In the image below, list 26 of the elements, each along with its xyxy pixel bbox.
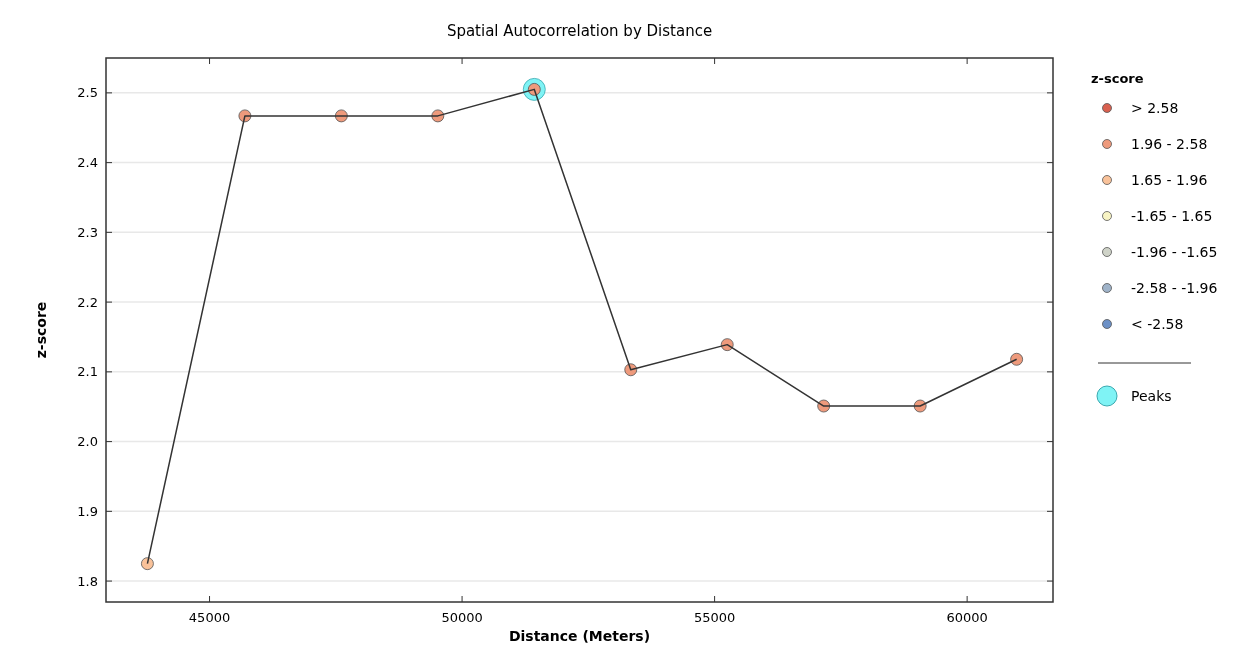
- legend-title: z-score: [1091, 71, 1144, 86]
- y-tick-label: 1.9: [77, 503, 98, 519]
- y-tick-label: 2.0: [77, 434, 98, 450]
- x-tick-label: 55000: [693, 610, 736, 625]
- legend-label: < -2.58: [1131, 316, 1184, 332]
- x-tick-label: 60000: [946, 610, 988, 625]
- x-tick-label: 45000: [188, 610, 231, 625]
- legend-label: -1.65 - 1.65: [1131, 208, 1213, 224]
- y-tick-label: 2.1: [77, 364, 98, 380]
- x-tick-label: 50000: [441, 610, 483, 625]
- y-tick-label: 2.2: [77, 294, 98, 310]
- legend-label: Peaks: [1131, 388, 1172, 404]
- legend-label: -2.58 - -1.96: [1131, 280, 1218, 296]
- legend-label: > 2.58: [1131, 100, 1179, 116]
- y-tick-label: 1.8: [77, 573, 98, 589]
- point: [140, 557, 154, 571]
- chart-title: Spatial Autocorrelation by Distance: [446, 22, 713, 40]
- legend-label: 1.96 - 2.58: [1131, 136, 1208, 152]
- y-axis-title: z-score: [33, 301, 49, 359]
- legend-label: -1.96 - -1.65: [1131, 244, 1218, 260]
- x-axis-title: Distance (Meters): [508, 628, 651, 644]
- y-tick-label: 2.5: [77, 85, 98, 101]
- y-tick-label: 2.3: [77, 224, 98, 240]
- point: [1010, 352, 1024, 366]
- y-tick-label: 2.4: [77, 155, 98, 171]
- legend-label: 1.65 - 1.96: [1131, 172, 1208, 188]
